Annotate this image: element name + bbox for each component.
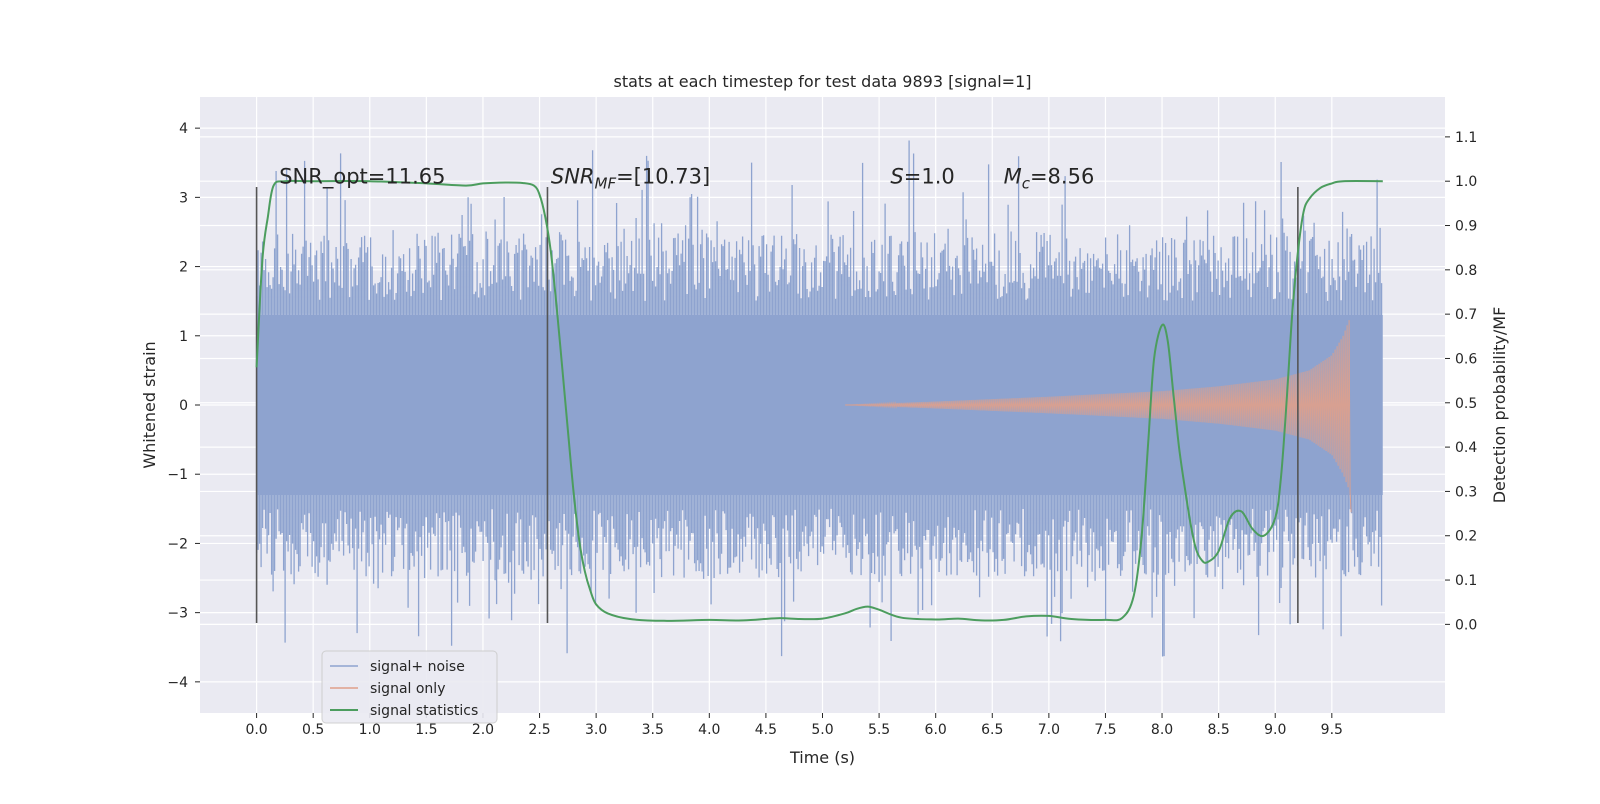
annotation-symbol: SNR: [551, 165, 595, 189]
x-tick-label: 8.5: [1208, 722, 1230, 738]
y-tick-label: −1: [167, 467, 188, 483]
x-tick-label: 2.5: [528, 722, 550, 738]
annotation-subscript: MF: [595, 175, 617, 193]
ticks: 0.0 0.5 1.0 1.5 2.0 2.5 3.0 3.5 4.0 4.5 5.0 5.5 6.0 6…: [167, 121, 1477, 738]
y-right-tick-label: 0.5: [1455, 396, 1477, 412]
annotation-1: SNRMF=[10.73]: [551, 165, 710, 193]
legend-box: [321, 650, 498, 724]
annotation-3: Mc=8.56: [1004, 165, 1095, 193]
legend-label: signal statistics: [370, 703, 478, 719]
x-tick-label: 1.5: [415, 722, 437, 738]
y-right-axis-label: Detection probability/MF: [1490, 307, 1509, 504]
y-tick-label: −2: [167, 536, 188, 552]
annotation-symbol: M: [1004, 165, 1022, 189]
x-tick-label: 3.0: [585, 722, 607, 738]
annotation-value: =1.0: [904, 165, 955, 189]
y-axis-label: Whitened strain: [140, 341, 159, 468]
y-tick-label: 2: [179, 260, 188, 276]
y-right-tick-label: 1.0: [1455, 174, 1477, 190]
y-right-tick-label: 0.0: [1455, 617, 1477, 633]
series-layer: [255, 140, 1383, 657]
x-tick-label: 5.0: [811, 722, 833, 738]
annotations: SNR_opt=11.65 SNRMF=[10.73] S=1.0 Mc=8.56: [279, 165, 1094, 193]
y-right-tick-label: 0.4: [1455, 440, 1477, 456]
x-tick-label: 6.0: [925, 722, 947, 738]
x-tick-label: 7.0: [1038, 722, 1060, 738]
legend-label: signal+ noise: [370, 659, 465, 675]
x-tick-label: 6.5: [981, 722, 1003, 738]
y-right-tick-label: 0.9: [1455, 219, 1477, 235]
x-tick-label: 9.5: [1321, 722, 1343, 738]
x-tick-label: 7.5: [1094, 722, 1116, 738]
y-right-tick-label: 0.7: [1455, 307, 1477, 323]
annotation-value: =8.56: [1030, 165, 1094, 189]
x-tick-label: 8.0: [1151, 722, 1173, 738]
series-signal-only: [845, 320, 1352, 513]
x-tick-label: 2.0: [472, 722, 494, 738]
annotation-symbol: S: [890, 165, 903, 189]
y-tick-label: −3: [167, 606, 188, 622]
annotation-2: S=1.0: [890, 165, 954, 189]
x-tick-label: 0.0: [245, 722, 267, 738]
y-tick-label: 3: [179, 190, 188, 206]
annotation-subscript: c: [1022, 175, 1031, 193]
y-tick-label: 4: [179, 121, 188, 137]
y-right-tick-label: 0.1: [1455, 573, 1477, 589]
series-signal-statistics: [255, 179, 1383, 622]
legend: signal+ noise signal only signal statistic…: [321, 650, 498, 724]
y-right-tick-label: 0.8: [1455, 263, 1477, 279]
x-tick-label: 1.0: [359, 722, 381, 738]
y-tick-label: 1: [179, 329, 188, 345]
x-tick-label: 9.0: [1264, 722, 1286, 738]
y-right-tick-label: 0.6: [1455, 351, 1477, 367]
annotation-0: SNR_opt=11.65: [279, 165, 445, 190]
x-tick-label: 5.5: [868, 722, 890, 738]
x-axis-label: Time (s): [789, 748, 855, 767]
y-right-tick-label: 0.3: [1455, 484, 1477, 500]
y-right-tick-label: 0.2: [1455, 529, 1477, 545]
x-tick-label: 3.5: [642, 722, 664, 738]
y-tick-label: 0: [179, 398, 188, 414]
x-tick-label: 0.5: [302, 722, 324, 738]
y-right-tick-label: 1.1: [1455, 130, 1477, 146]
x-tick-label: 4.0: [698, 722, 720, 738]
annotation-value: =[10.73]: [616, 165, 710, 189]
x-tick-label: 4.5: [755, 722, 777, 738]
y-tick-label: −4: [167, 675, 188, 691]
chart-title: stats at each timestep for test data 989…: [613, 72, 1031, 91]
legend-label: signal only: [370, 681, 445, 697]
